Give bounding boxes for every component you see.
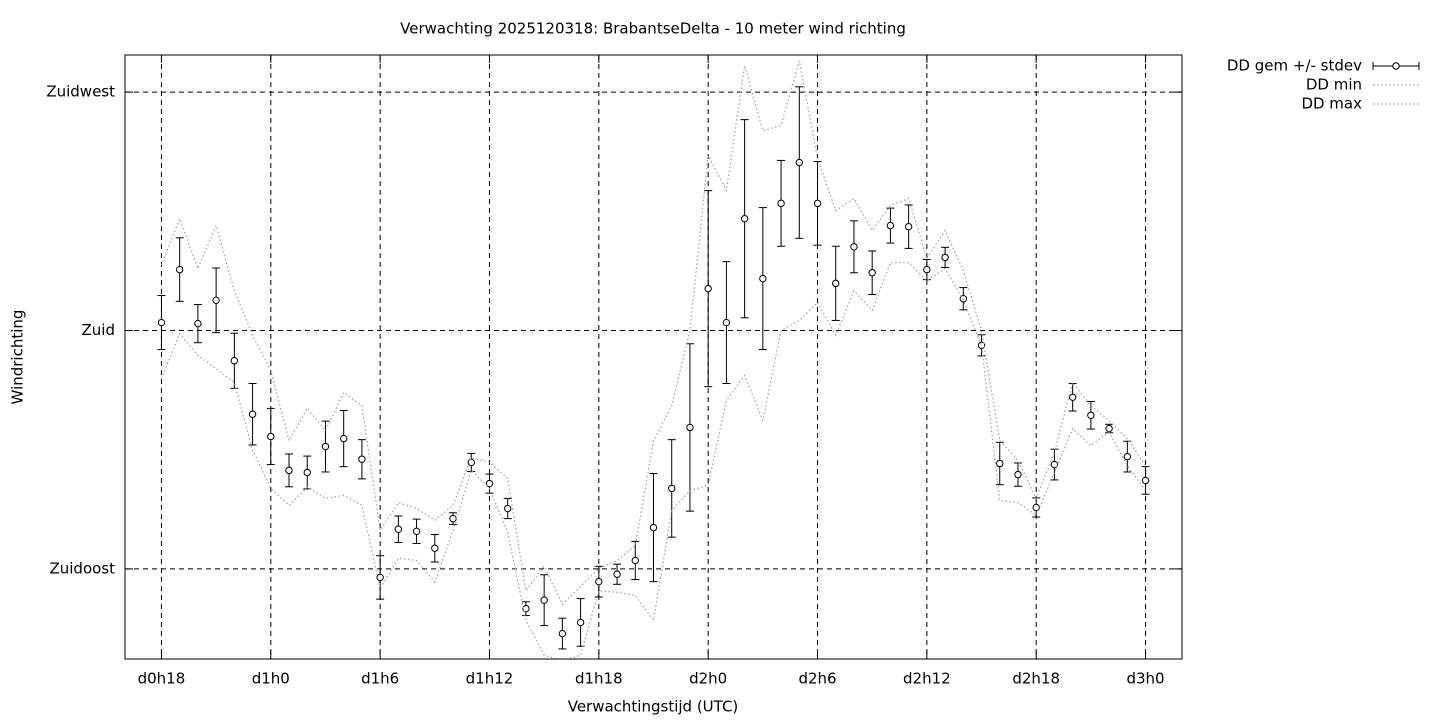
point bbox=[941, 253, 949, 262]
point bbox=[1105, 424, 1113, 433]
point bbox=[267, 432, 275, 441]
point bbox=[631, 556, 639, 565]
x-tick-label: d0h18 bbox=[138, 670, 186, 688]
point bbox=[321, 442, 330, 451]
point bbox=[1123, 452, 1132, 461]
point bbox=[795, 158, 803, 167]
point bbox=[522, 604, 530, 613]
point bbox=[668, 484, 676, 493]
point bbox=[886, 221, 895, 230]
point bbox=[394, 525, 403, 533]
point bbox=[1014, 470, 1022, 479]
x-tick-label: d1h0 bbox=[252, 670, 290, 688]
point bbox=[777, 199, 785, 208]
point bbox=[868, 269, 876, 277]
legend-label: DD gem +/- stdev bbox=[1227, 57, 1362, 75]
point bbox=[303, 468, 311, 477]
point bbox=[504, 504, 512, 513]
point bbox=[1050, 460, 1059, 469]
point bbox=[832, 279, 840, 288]
point bbox=[358, 455, 366, 463]
point bbox=[576, 618, 585, 627]
point bbox=[431, 544, 439, 552]
point bbox=[248, 410, 257, 418]
point bbox=[412, 527, 421, 536]
series-line bbox=[160, 60, 1147, 606]
point bbox=[540, 596, 548, 604]
chart-title: Verwachting 2025120318: BrabantseDelta -… bbox=[400, 20, 906, 38]
x-tick-label: d2h12 bbox=[903, 670, 951, 688]
point bbox=[285, 466, 293, 475]
point bbox=[996, 459, 1004, 468]
plot-area bbox=[157, 60, 1150, 659]
point bbox=[1141, 476, 1150, 485]
legend-label: DD max bbox=[1301, 95, 1362, 113]
x-axis-label: Verwachtingstijd (UTC) bbox=[568, 698, 739, 716]
point bbox=[1068, 393, 1077, 401]
point bbox=[923, 265, 931, 274]
point bbox=[194, 319, 202, 328]
y-tick-label: Zuidwest bbox=[46, 83, 115, 101]
point bbox=[813, 199, 822, 208]
point bbox=[649, 523, 658, 532]
point bbox=[722, 318, 731, 327]
point bbox=[558, 629, 567, 638]
point bbox=[740, 215, 749, 223]
legend-label: DD min bbox=[1306, 76, 1362, 94]
y-axis-label: Windrichting bbox=[9, 310, 27, 405]
x-tick-label: d2h18 bbox=[1012, 670, 1060, 688]
y-tick-label: Zuid bbox=[82, 321, 115, 339]
plot-frame bbox=[124, 54, 1183, 660]
x-tick-label: d1h12 bbox=[466, 670, 514, 688]
point bbox=[850, 243, 858, 251]
point bbox=[1032, 503, 1040, 512]
point bbox=[485, 479, 494, 488]
point bbox=[959, 295, 968, 303]
point bbox=[904, 222, 913, 231]
x-tick-label: d1h6 bbox=[361, 670, 399, 688]
x-tick-label: d1h18 bbox=[575, 670, 623, 688]
point bbox=[704, 284, 712, 293]
x-tick-label: d3h0 bbox=[1126, 670, 1164, 688]
point bbox=[595, 577, 603, 586]
point bbox=[175, 265, 184, 274]
point bbox=[157, 318, 166, 327]
x-tick-label: d2h6 bbox=[798, 670, 836, 688]
point bbox=[230, 357, 239, 365]
point bbox=[759, 274, 767, 283]
x-tick-label: d2h0 bbox=[689, 670, 727, 688]
point bbox=[1087, 411, 1095, 419]
y-tick-label: Zuidoost bbox=[49, 559, 115, 577]
point bbox=[449, 514, 457, 523]
point bbox=[376, 573, 384, 582]
legend-swatch bbox=[1392, 62, 1400, 70]
point bbox=[613, 570, 621, 578]
point bbox=[686, 423, 694, 432]
point bbox=[339, 434, 348, 443]
point bbox=[212, 296, 220, 305]
